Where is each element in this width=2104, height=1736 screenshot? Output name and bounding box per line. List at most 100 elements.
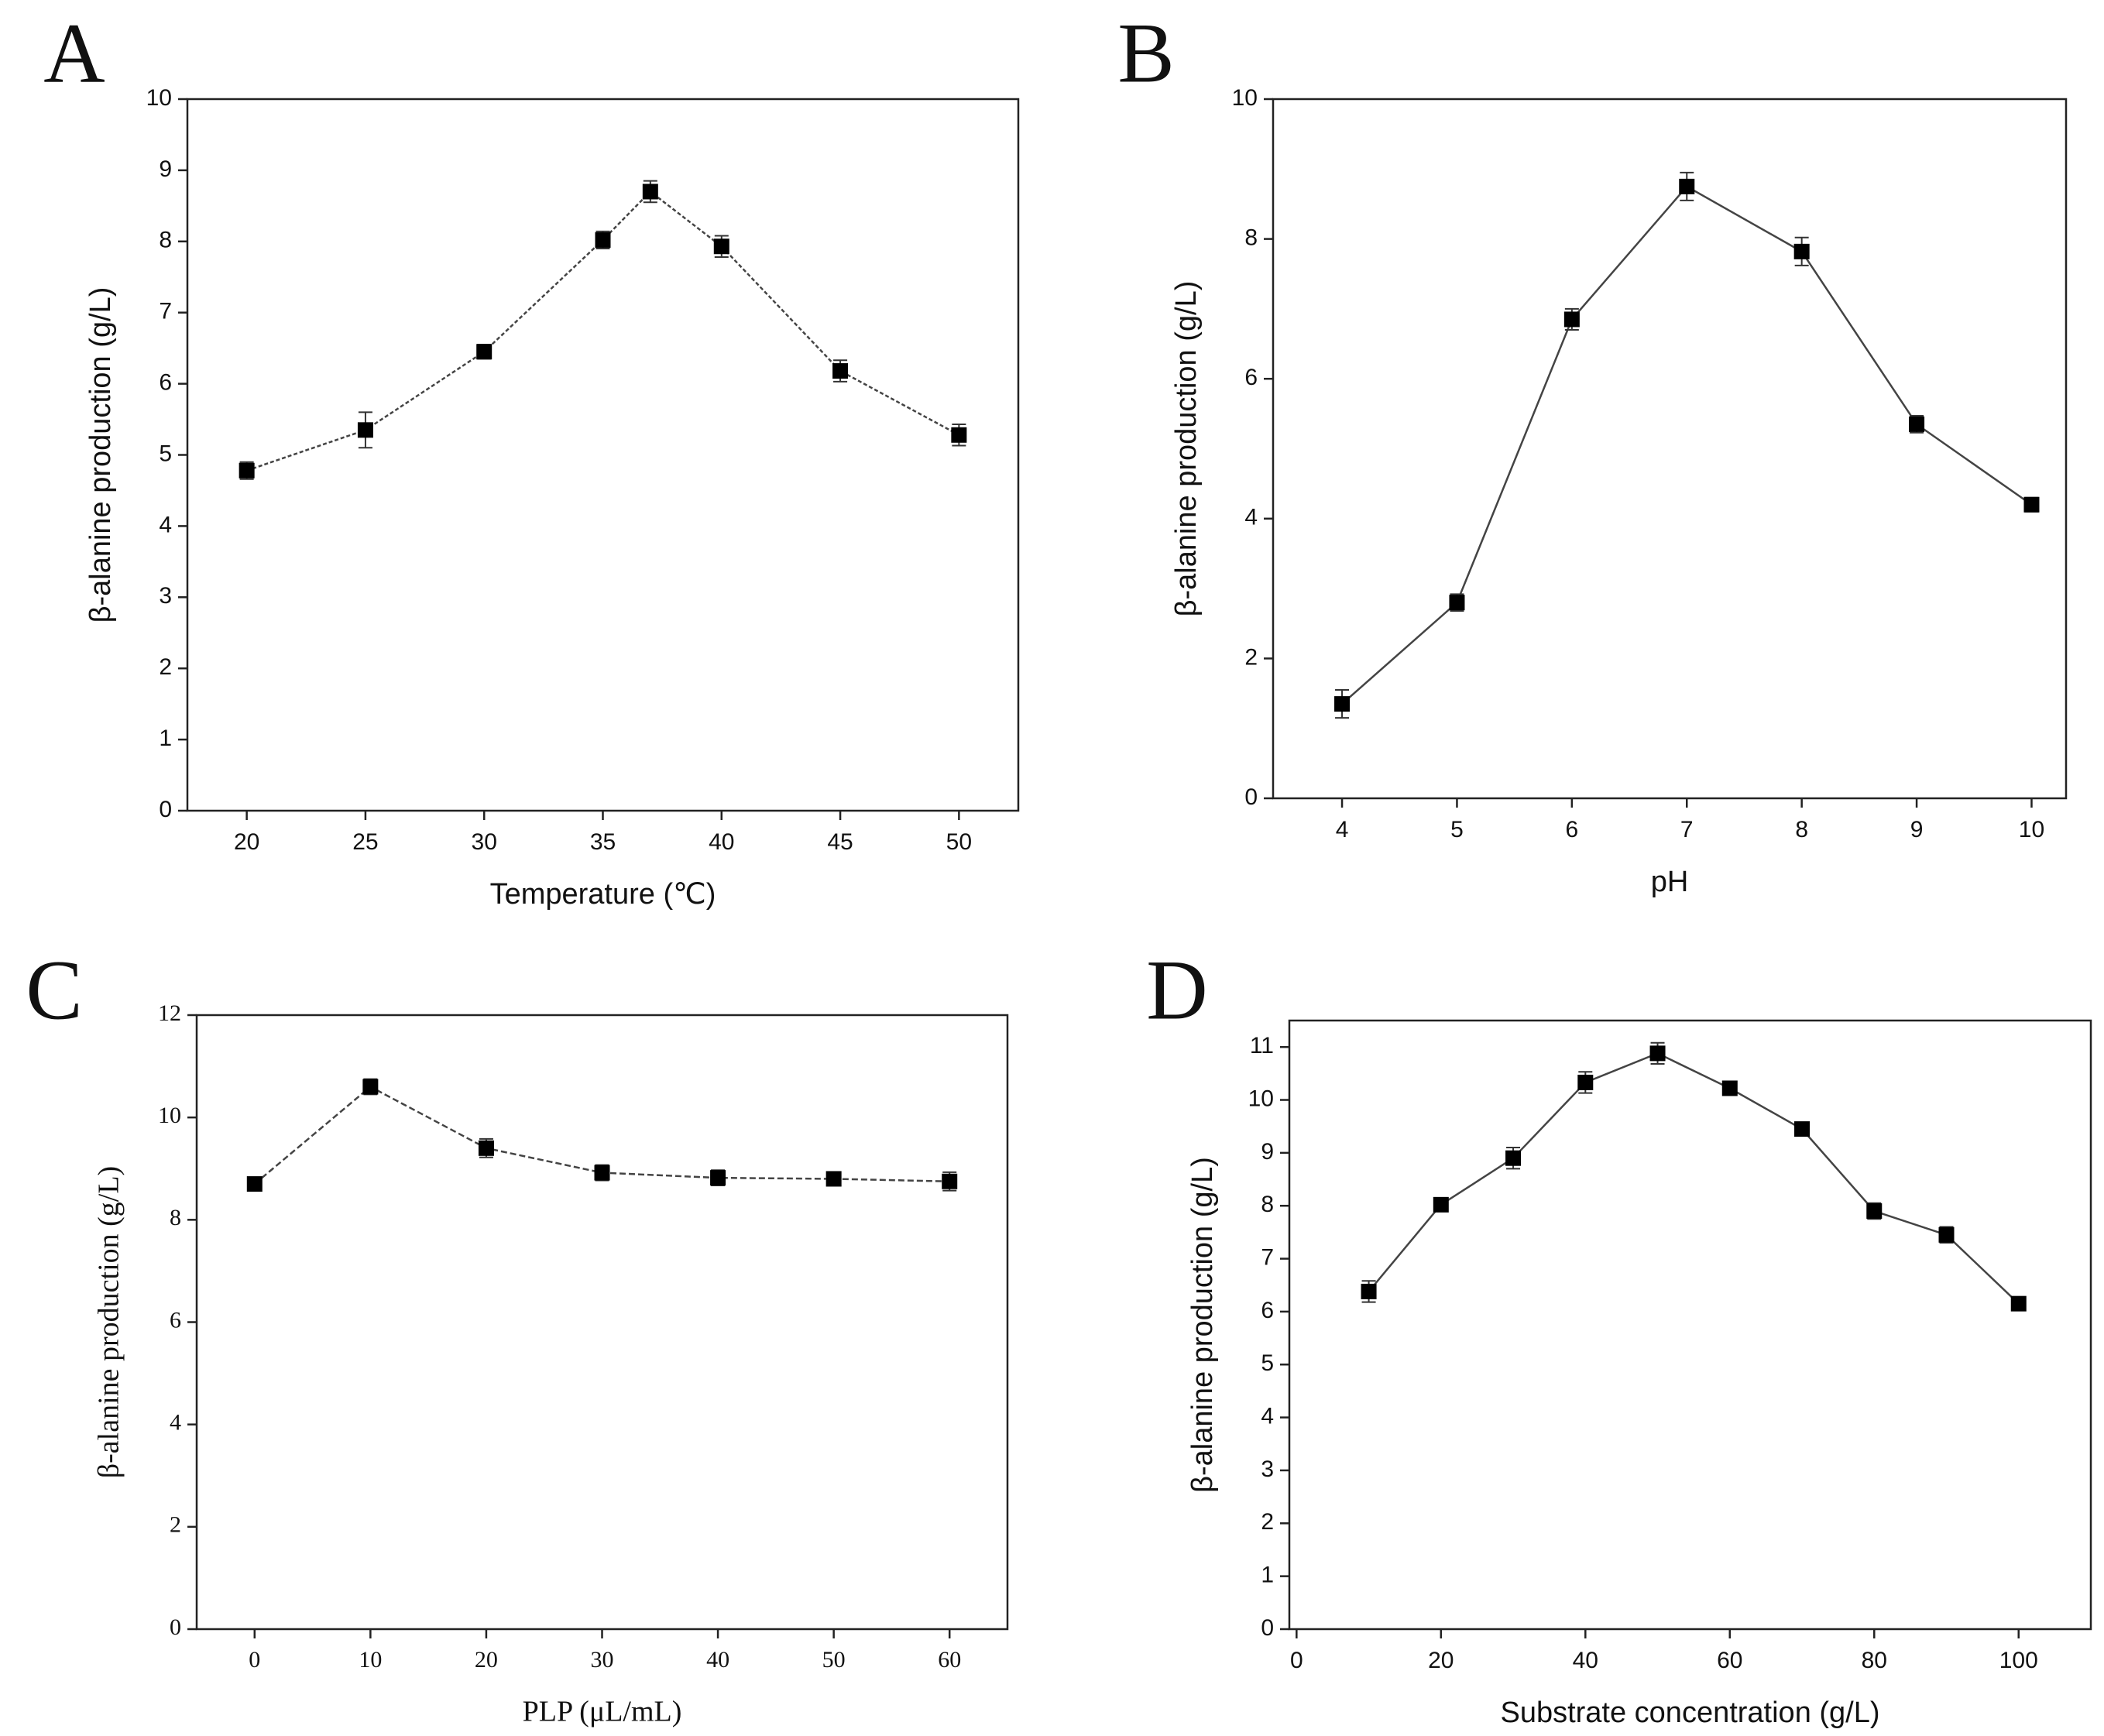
- x-tick-label: 25: [352, 829, 378, 855]
- plot-frame: [186, 98, 1020, 812]
- y-tick-label: 2: [1244, 644, 1258, 670]
- y-tick-label: 1: [159, 726, 172, 751]
- y-tick-label: 2: [159, 654, 172, 680]
- marker: [642, 184, 658, 200]
- x-tick-label: 100: [1999, 1648, 2038, 1673]
- panel-letter: C: [26, 942, 82, 1037]
- x-tick-label: 50: [946, 829, 972, 855]
- y-tick-label: 2: [1261, 1509, 1274, 1535]
- panel-letter: B: [1117, 5, 1174, 100]
- x-axis-label: Temperature (℃): [490, 878, 716, 911]
- y-tick-label: 4: [170, 1410, 181, 1436]
- x-tick-label: 4: [1336, 817, 1349, 842]
- line: [246, 190, 959, 472]
- marker: [1334, 696, 1351, 712]
- panel-letter: A: [43, 5, 105, 100]
- marker: [832, 363, 849, 379]
- y-tick-label: 6: [1244, 365, 1258, 390]
- y-axis-label: β-alanine production (g/L): [84, 287, 117, 623]
- marker: [357, 422, 373, 438]
- y-tick-label: 0: [1261, 1615, 1274, 1641]
- marker: [594, 1165, 610, 1181]
- marker: [478, 1140, 494, 1156]
- x-tick-label: 40: [706, 1647, 729, 1673]
- x-tick-label: 45: [827, 829, 853, 855]
- marker: [942, 1173, 958, 1189]
- x-axis-label: PLP (μL/mL): [523, 1696, 682, 1728]
- x-tick-label: 60: [1717, 1648, 1742, 1673]
- marker: [825, 1171, 842, 1187]
- marker: [1794, 1121, 1811, 1137]
- y-tick-label: 6: [1261, 1298, 1274, 1323]
- marker: [1433, 1196, 1449, 1213]
- y-axis-label: β-alanine production (g/L): [1186, 1157, 1219, 1493]
- y-tick-label: 6: [159, 370, 172, 396]
- y-tick-label: 0: [1244, 784, 1258, 810]
- y-tick-label: 8: [170, 1205, 181, 1230]
- y-tick-label: 10: [146, 85, 172, 111]
- y-tick-label: 1: [1261, 1563, 1274, 1588]
- x-tick-label: 0: [1290, 1648, 1303, 1673]
- y-tick-label: 12: [158, 1000, 181, 1026]
- y-tick-label: 11: [1250, 1033, 1274, 1058]
- panel: C 0 2 4 6 8 10 12 0 10 20 30 40 50 60 PLP (μL/mL) β-alan…: [26, 942, 1009, 1728]
- y-tick-label: 4: [159, 512, 172, 537]
- marker: [1909, 416, 1925, 432]
- y-tick-label: 0: [159, 797, 172, 822]
- y-tick-label: 3: [159, 583, 172, 609]
- x-tick-label: 9: [1910, 817, 1924, 842]
- x-tick-label: 5: [1450, 817, 1464, 842]
- x-tick-label: 20: [475, 1647, 498, 1673]
- panel: D 0 1 2 3 4 5 6 7 8 9 10 11 0 20 40 60 80 100 Substrate con…: [1146, 942, 2092, 1729]
- y-tick-label: 5: [1261, 1350, 1274, 1376]
- x-tick-label: 10: [359, 1647, 382, 1673]
- x-tick-label: 35: [590, 829, 616, 855]
- marker: [1793, 243, 1810, 259]
- line: [1341, 185, 2033, 705]
- y-tick-label: 7: [1261, 1244, 1274, 1270]
- x-axis-label: pH: [1651, 866, 1689, 898]
- y-tick-label: 4: [1261, 1404, 1274, 1429]
- marker: [1577, 1074, 1594, 1090]
- y-tick-label: 8: [159, 228, 172, 253]
- x-tick-label: 60: [938, 1647, 961, 1673]
- y-tick-label: 2: [170, 1512, 181, 1538]
- y-tick-label: 3: [1261, 1456, 1274, 1482]
- panel: B 0 2 4 6 8 10 4 5 6 7 8 9 10 pH β-alanine production (…: [1117, 5, 2068, 898]
- x-tick-label: 30: [591, 1647, 614, 1673]
- marker: [1721, 1080, 1738, 1096]
- y-tick-label: 9: [159, 156, 172, 182]
- y-axis-label: β-alanine production (g/L): [1170, 281, 1203, 617]
- marker: [1361, 1283, 1377, 1299]
- x-tick-label: 10: [2019, 817, 2044, 842]
- marker: [710, 1170, 726, 1186]
- marker: [1449, 595, 1465, 611]
- marker: [246, 1176, 263, 1192]
- x-tick-label: 80: [1862, 1648, 1887, 1673]
- x-axis-label: Substrate concentration (g/L): [1500, 1697, 1879, 1729]
- marker: [1649, 1045, 1666, 1062]
- y-tick-label: 8: [1244, 225, 1258, 251]
- x-tick-label: 20: [234, 829, 259, 855]
- x-tick-label: 40: [1573, 1648, 1598, 1673]
- plot-frame: [1288, 1019, 2092, 1631]
- x-tick-label: 40: [709, 829, 734, 855]
- x-tick-label: 0: [249, 1647, 260, 1673]
- panel-letter: D: [1146, 942, 1207, 1037]
- marker: [2010, 1295, 2027, 1312]
- x-tick-label: 50: [822, 1647, 846, 1673]
- y-tick-label: 7: [159, 299, 172, 324]
- y-tick-label: 9: [1261, 1139, 1274, 1165]
- y-tick-label: 10: [158, 1103, 181, 1128]
- marker: [2023, 496, 2040, 513]
- x-tick-label: 20: [1428, 1648, 1454, 1673]
- marker: [239, 462, 255, 479]
- marker: [595, 232, 611, 248]
- x-tick-label: 7: [1680, 817, 1694, 842]
- y-tick-label: 10: [1248, 1086, 1274, 1111]
- marker: [951, 427, 967, 443]
- y-tick-label: 8: [1261, 1192, 1274, 1217]
- y-tick-label: 10: [1232, 85, 1258, 111]
